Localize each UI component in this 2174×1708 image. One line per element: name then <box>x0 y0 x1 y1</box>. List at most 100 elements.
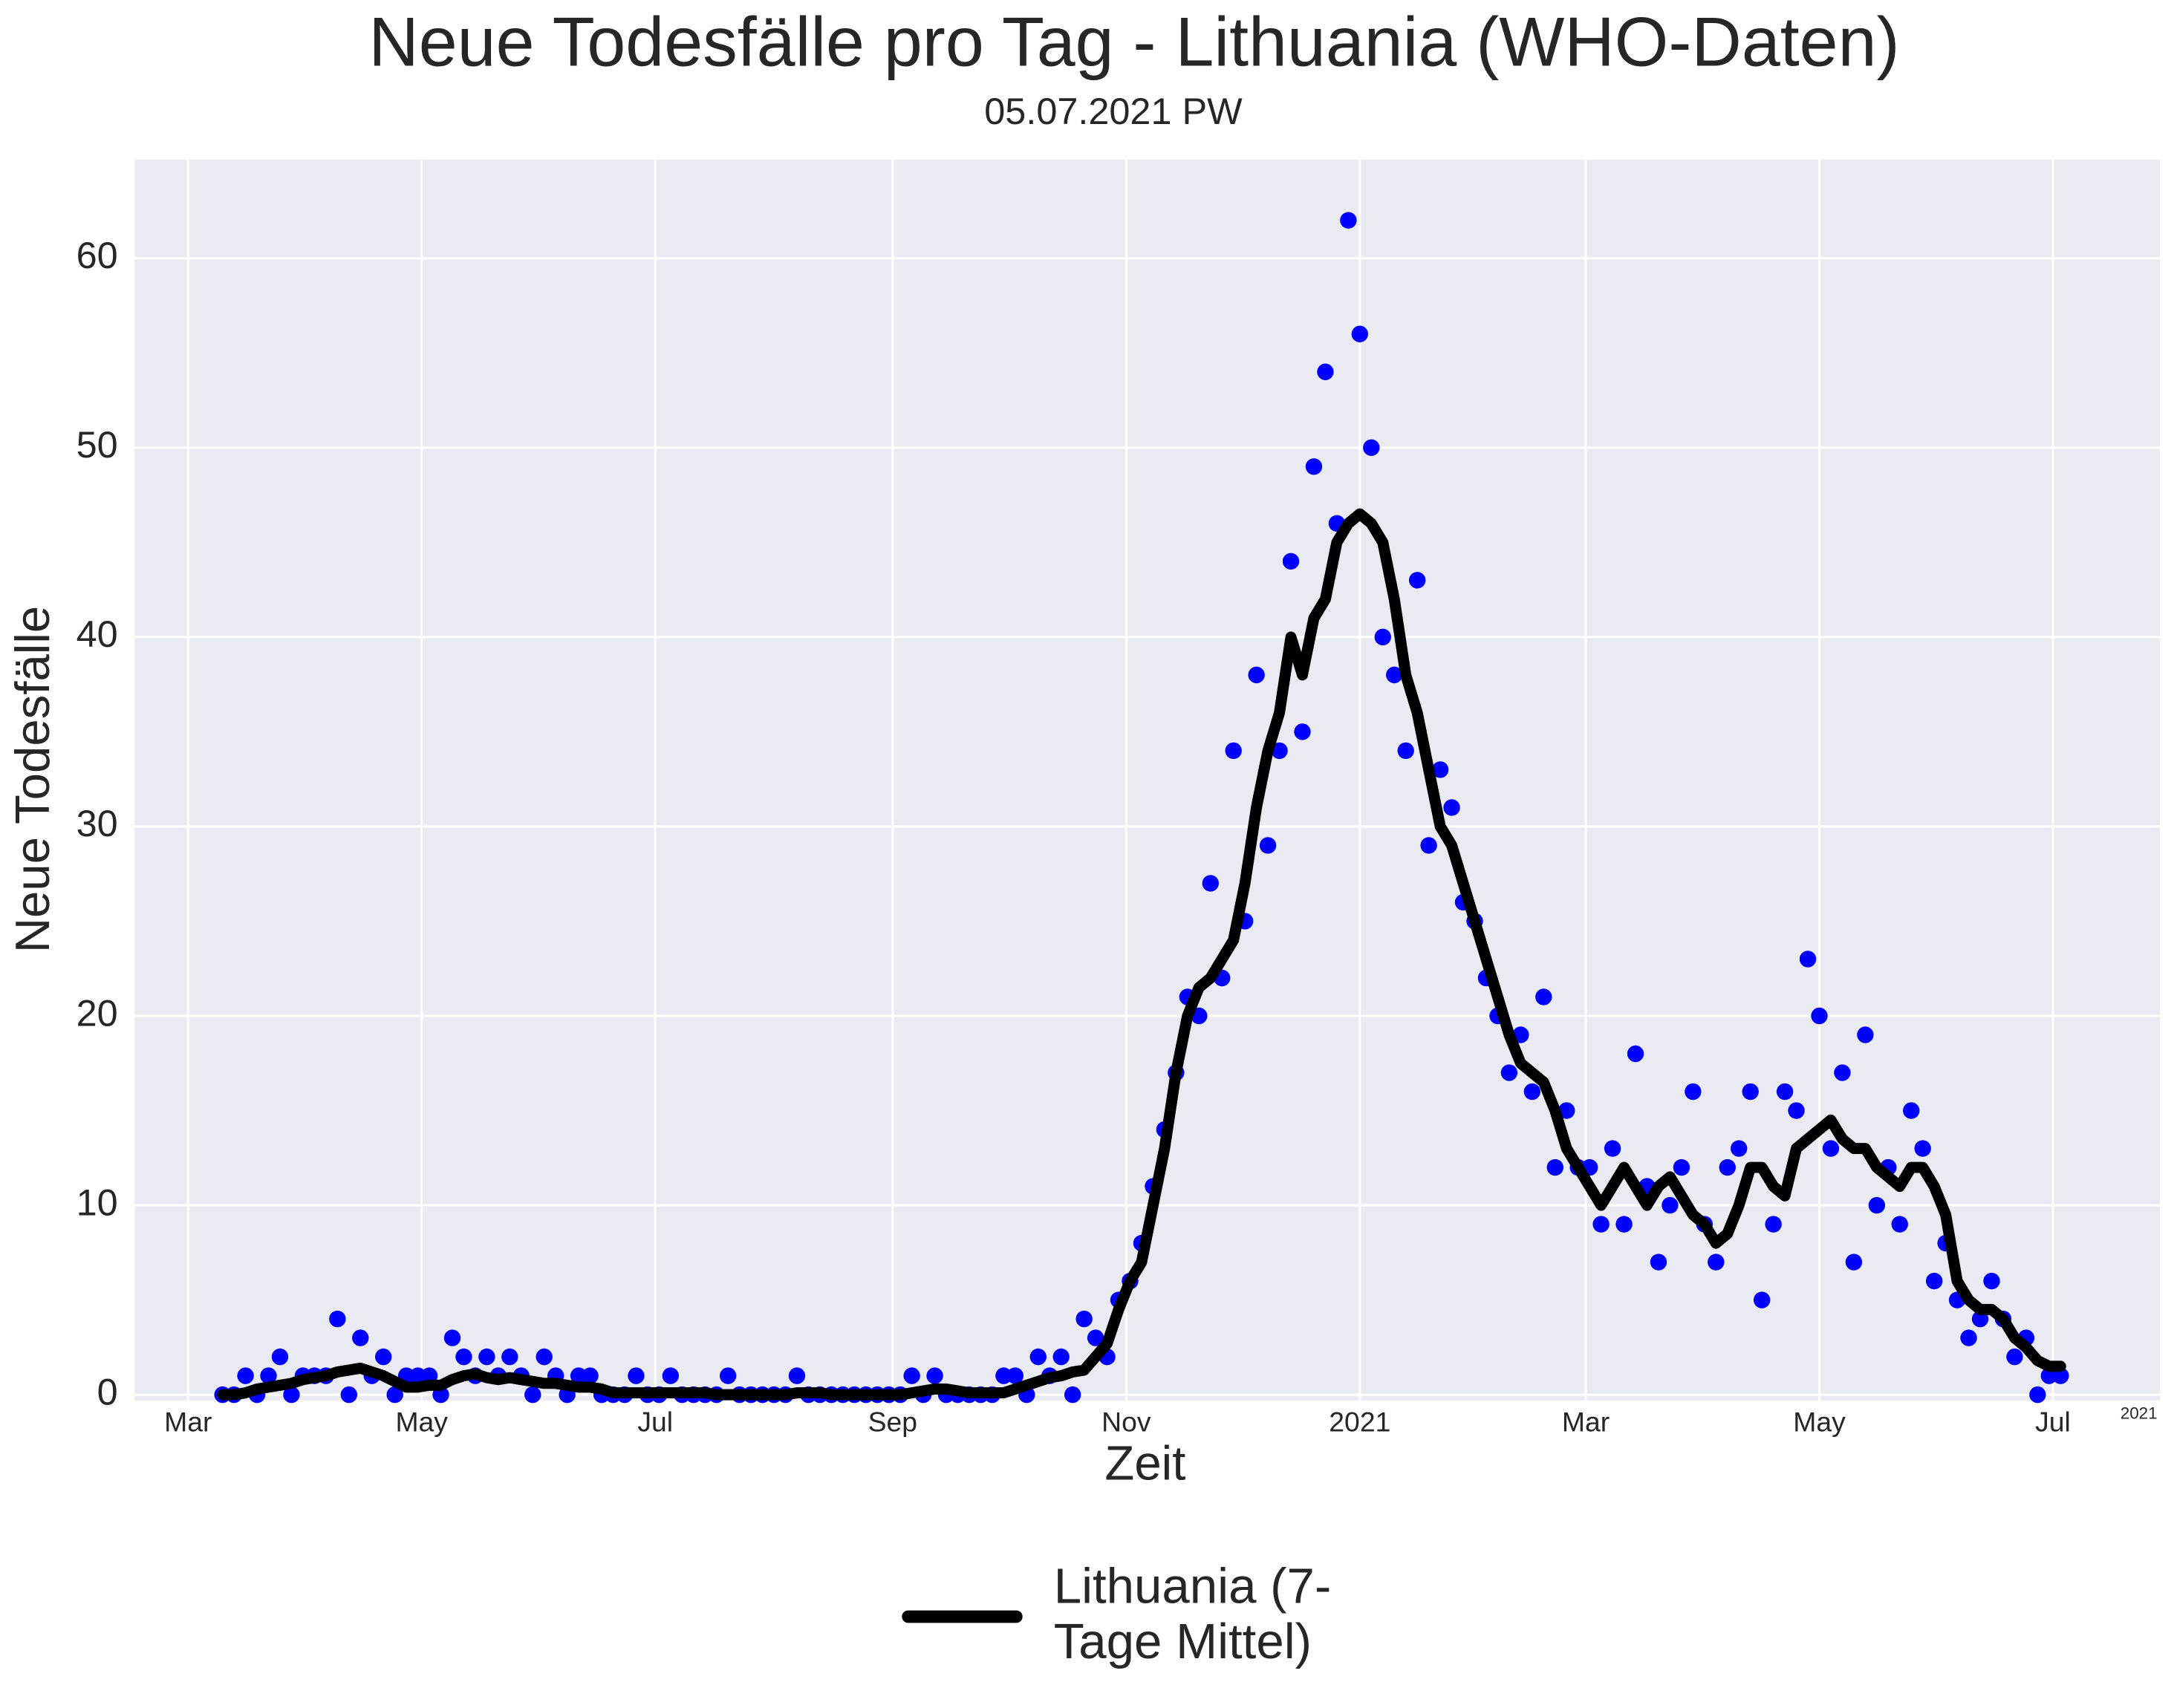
data-point <box>719 1367 737 1384</box>
y-tick-label: 0 <box>97 1370 118 1412</box>
data-point <box>926 1367 943 1384</box>
x-axis-label: Zeit <box>1104 1436 1185 1490</box>
x-tick-label: Jul <box>637 1406 673 1437</box>
data-point <box>1305 458 1323 475</box>
y-tick-label: 30 <box>77 802 118 844</box>
plot-layer: 0 10 20 30 40 50 60 Mar May Jul Sep Nov 2021 Mar May Ju… <box>77 160 2161 1437</box>
data-point <box>1845 1254 1863 1271</box>
data-point <box>1282 553 1300 570</box>
data-point <box>1788 1102 1805 1119</box>
data-point <box>1627 1045 1644 1063</box>
data-point <box>1397 742 1414 760</box>
data-point <box>1225 742 1242 760</box>
y-axis-label: Neue Todesfälle <box>5 606 59 953</box>
x-tick-label: 2021 <box>1329 1406 1390 1437</box>
data-point <box>1340 212 1357 229</box>
x-offset-label: 2021 <box>2121 1404 2158 1422</box>
legend-entry: Lithuania (7-Tage Mittel) <box>1053 1558 1332 1669</box>
data-point <box>1064 1386 1081 1404</box>
data-point <box>1535 988 1552 1005</box>
x-tick-label: Nov <box>1101 1406 1151 1437</box>
y-tick-label: 10 <box>77 1181 118 1223</box>
data-point <box>1546 1158 1563 1176</box>
data-point <box>237 1367 254 1384</box>
data-point <box>1822 1140 1840 1157</box>
y-tick-label: 60 <box>77 234 118 276</box>
data-point <box>455 1348 472 1366</box>
data-point <box>1765 1216 1782 1233</box>
data-point <box>1294 723 1311 740</box>
data-point <box>1075 1310 1093 1328</box>
data-point <box>1799 951 1817 968</box>
y-tick-label: 20 <box>77 991 118 1034</box>
plot-background <box>134 160 2161 1401</box>
data-point <box>1776 1083 1794 1101</box>
data-point <box>1811 1007 1828 1025</box>
x-tick-label: Sep <box>868 1406 917 1437</box>
data-point <box>524 1386 541 1404</box>
data-point <box>271 1348 289 1366</box>
data-point <box>1363 439 1380 456</box>
chart-subtitle: 05.07.2021 PW <box>984 90 1243 132</box>
data-point <box>1685 1083 1702 1101</box>
y-tick-label: 50 <box>77 423 118 466</box>
legend-label: Lithuania (7-Tage Mittel) <box>1053 1558 1332 1669</box>
x-tick-label: May <box>395 1406 448 1437</box>
data-point <box>1604 1140 1621 1157</box>
data-point <box>1500 1064 1518 1081</box>
data-point <box>1248 666 1265 684</box>
data-point <box>628 1367 645 1384</box>
data-point <box>1857 1026 1874 1043</box>
data-point <box>582 1367 599 1384</box>
data-point <box>1731 1140 1748 1157</box>
data-point <box>1615 1216 1633 1233</box>
data-point <box>1408 572 1426 589</box>
data-point <box>1351 325 1369 342</box>
data-point <box>1271 742 1288 760</box>
data-point <box>1592 1216 1610 1233</box>
data-point <box>340 1386 357 1404</box>
x-tick-label: May <box>1793 1406 1846 1437</box>
data-point <box>260 1367 277 1384</box>
data-point <box>386 1386 403 1404</box>
data-point <box>1960 1329 1977 1346</box>
data-point <box>1925 1272 1943 1290</box>
data-point <box>1420 837 1437 854</box>
data-point <box>283 1386 300 1404</box>
x-tick-label: Jul <box>2035 1406 2071 1437</box>
data-point <box>1868 1196 1886 1214</box>
x-tick-label: Mar <box>1562 1406 1610 1437</box>
data-point <box>1662 1196 1679 1214</box>
data-point <box>1719 1158 1736 1176</box>
data-point <box>903 1367 920 1384</box>
data-point <box>2029 1386 2046 1404</box>
data-point <box>1558 1102 1575 1119</box>
data-point <box>443 1329 461 1346</box>
data-point <box>1650 1254 1667 1271</box>
data-point <box>995 1367 1012 1384</box>
data-point <box>1673 1158 1690 1176</box>
data-point <box>374 1348 392 1366</box>
data-point <box>1029 1348 1047 1366</box>
data-point <box>501 1348 518 1366</box>
data-point <box>788 1367 806 1384</box>
data-point <box>1914 1140 1931 1157</box>
data-point <box>1259 837 1277 854</box>
data-point <box>1202 875 1219 892</box>
y-tick-label: 40 <box>77 613 118 655</box>
data-point <box>329 1310 346 1328</box>
data-point <box>536 1348 553 1366</box>
data-point <box>1052 1348 1070 1366</box>
x-tick-label: Mar <box>164 1406 212 1437</box>
data-point <box>1891 1216 1908 1233</box>
data-point <box>1983 1272 2000 1290</box>
data-point <box>352 1329 369 1346</box>
data-point <box>409 1367 426 1384</box>
data-point <box>1317 363 1334 380</box>
data-point <box>1903 1102 1920 1119</box>
data-point <box>1386 666 1403 684</box>
line <box>217 508 2066 1401</box>
data-point <box>2006 1348 2023 1366</box>
